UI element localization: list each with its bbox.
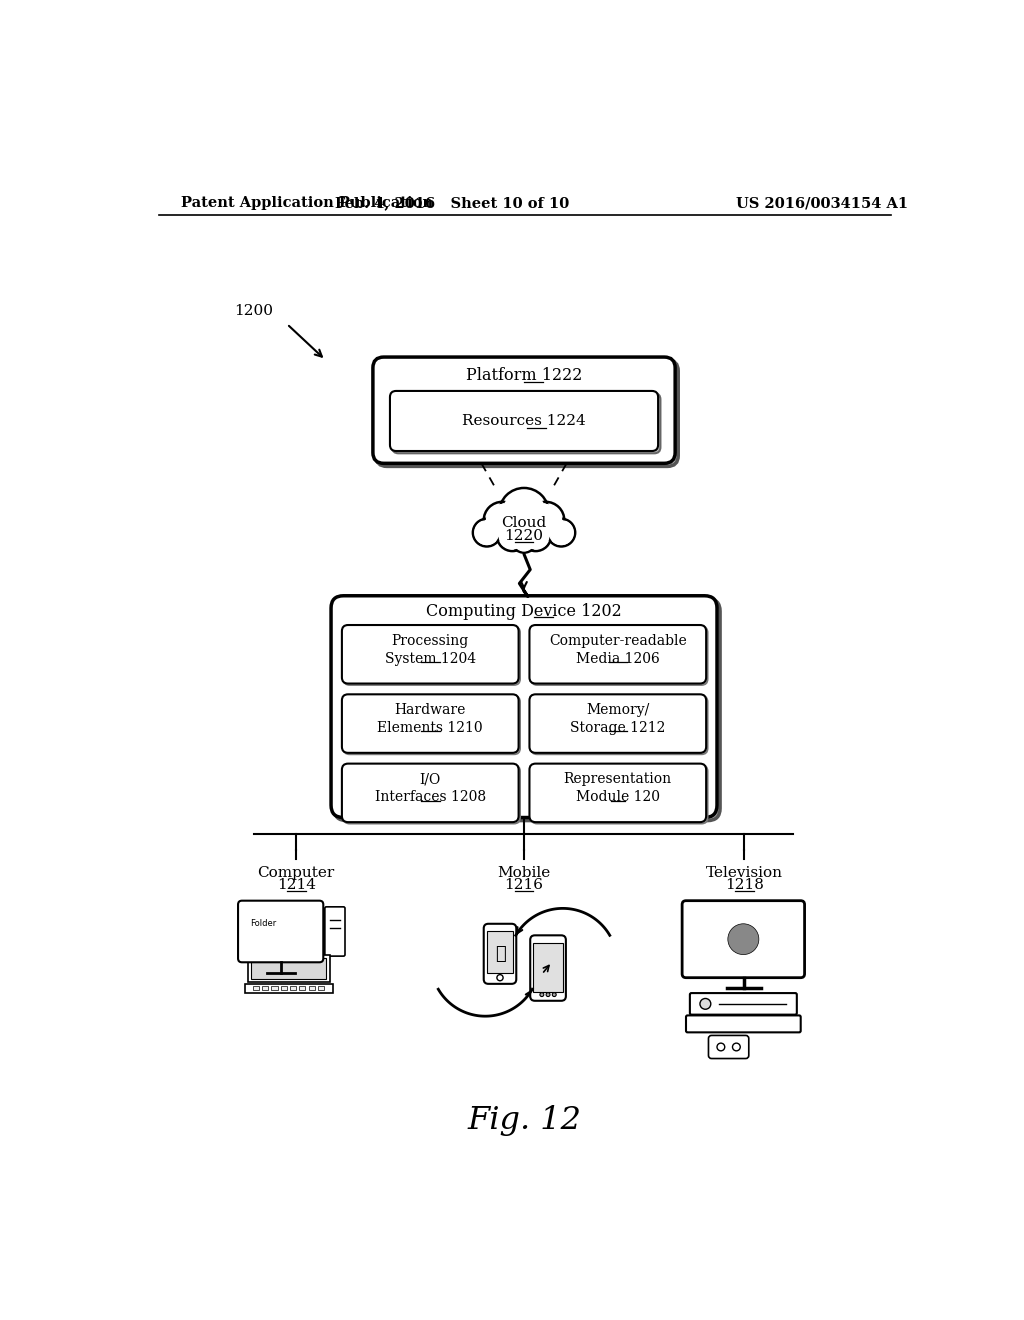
Bar [253,986,259,990]
FancyBboxPatch shape [376,360,678,466]
Bar [245,983,333,993]
Bar [290,986,296,990]
Circle shape [513,529,535,550]
Circle shape [549,521,573,544]
Circle shape [483,502,521,539]
Text: US 2016/0034154 A1: US 2016/0034154 A1 [735,197,907,210]
Circle shape [540,993,544,997]
FancyBboxPatch shape [342,694,518,752]
Circle shape [552,993,556,997]
Circle shape [527,502,564,539]
FancyBboxPatch shape [342,626,518,684]
Text: Resources 1224: Resources 1224 [462,414,586,428]
FancyBboxPatch shape [529,694,707,752]
FancyBboxPatch shape [390,391,658,451]
Text: Processing
System 1204: Processing System 1204 [385,634,476,665]
Text: 1220: 1220 [505,529,544,543]
Circle shape [717,1043,725,1051]
Circle shape [475,521,499,544]
FancyBboxPatch shape [530,936,566,1001]
FancyBboxPatch shape [238,900,324,962]
Circle shape [732,1043,740,1051]
Circle shape [700,998,711,1010]
Circle shape [512,528,537,553]
Circle shape [500,523,525,549]
FancyBboxPatch shape [690,993,797,1015]
Circle shape [486,504,518,536]
Bar [740,962,746,972]
FancyBboxPatch shape [531,696,708,755]
Circle shape [497,974,503,981]
Text: Mobile: Mobile [498,866,551,880]
FancyBboxPatch shape [331,595,717,817]
FancyBboxPatch shape [531,627,708,685]
FancyBboxPatch shape [343,696,520,755]
Text: Hardware
Elements 1210: Hardware Elements 1210 [378,704,483,735]
Bar [281,986,287,990]
Text: I/O
Interfaces 1208: I/O Interfaces 1208 [375,772,485,804]
Text: 1200: 1200 [234,304,273,318]
Bar [245,907,317,950]
Bar [251,911,275,929]
Text: Fig. 12: Fig. 12 [468,1105,582,1137]
Text: Computer-readable
Media 1206: Computer-readable Media 1206 [549,634,687,665]
Circle shape [522,523,549,549]
Bar [688,907,799,972]
Circle shape [728,924,759,954]
Bar [688,907,799,940]
Circle shape [500,488,549,537]
Text: Folder: Folder [250,919,276,928]
Bar [271,986,278,990]
FancyBboxPatch shape [392,393,660,453]
FancyBboxPatch shape [709,1035,749,1059]
Text: Television: Television [706,866,782,880]
Text: 1214: 1214 [276,878,315,892]
FancyBboxPatch shape [529,626,707,684]
FancyBboxPatch shape [343,766,520,824]
FancyBboxPatch shape [483,924,516,983]
Text: Feb. 4, 2016   Sheet 10 of 10: Feb. 4, 2016 Sheet 10 of 10 [335,197,569,210]
Circle shape [546,993,550,997]
Text: 1218: 1218 [725,878,764,892]
Bar [534,942,563,991]
Text: Patent Application Publication: Patent Application Publication [180,197,433,210]
Bar [251,958,327,979]
Text: Computer: Computer [258,866,335,880]
Text: 🐎: 🐎 [495,945,506,962]
FancyBboxPatch shape [342,763,518,822]
Circle shape [503,491,545,533]
Bar [248,954,330,982]
Bar [308,986,314,990]
FancyBboxPatch shape [531,766,708,824]
FancyBboxPatch shape [682,900,805,978]
FancyBboxPatch shape [529,763,707,822]
FancyBboxPatch shape [373,358,675,463]
Text: Computing Device 1202: Computing Device 1202 [426,603,622,619]
FancyBboxPatch shape [686,1015,801,1032]
FancyBboxPatch shape [325,907,345,956]
Circle shape [529,504,561,536]
Circle shape [473,519,501,546]
Circle shape [520,520,551,552]
Bar [486,932,513,973]
FancyBboxPatch shape [343,627,520,685]
Circle shape [547,519,575,546]
Bar [317,986,324,990]
Bar [251,907,261,913]
Bar [299,986,305,990]
Circle shape [497,520,528,552]
Text: Representation
Module 120: Representation Module 120 [564,772,672,804]
Text: Platform 1222: Platform 1222 [466,367,583,384]
Bar [262,986,268,990]
Text: Cloud: Cloud [502,516,547,529]
Text: 1216: 1216 [505,878,544,892]
FancyBboxPatch shape [334,599,720,821]
Text: Memory/
Storage 1212: Memory/ Storage 1212 [570,704,666,735]
